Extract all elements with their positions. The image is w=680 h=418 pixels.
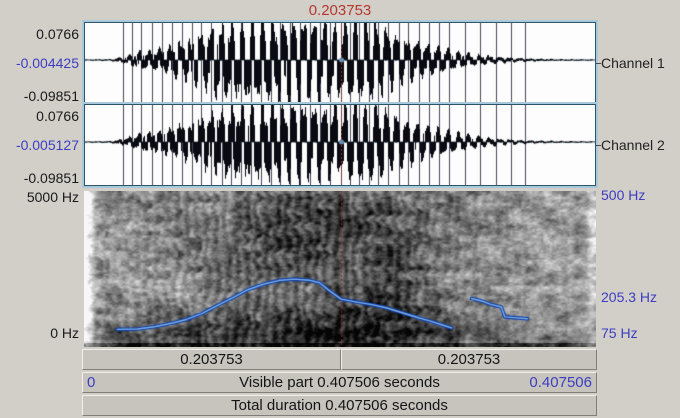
- visible-start-label: 0: [87, 374, 96, 391]
- channel-1-tick: [596, 63, 601, 64]
- total-duration-label: Total duration 0.407506 seconds: [231, 397, 448, 414]
- selection-right-duration-bar[interactable]: 0.203753: [341, 349, 597, 370]
- ch2-amplitude-max-label: 0.0766: [36, 108, 79, 124]
- ch1-amplitude-max-label: 0.0766: [36, 26, 79, 42]
- visible-end-label: 0.407506: [529, 374, 592, 391]
- ch2-amplitude-min-label: -0.09851: [23, 170, 79, 186]
- visible-part-bar[interactable]: 0 Visible part 0.407506 seconds 0.407506: [82, 372, 597, 393]
- pitch-max-label: 500 Hz: [601, 187, 646, 203]
- pitch-cursor-label: 205.3 Hz: [601, 289, 658, 305]
- channel-2-tick: [596, 145, 601, 146]
- spectrogram-canvas[interactable]: [84, 191, 596, 347]
- channel-1-label: Channel 1: [601, 55, 665, 71]
- channel-2-waveform-panel[interactable]: [82, 102, 598, 188]
- channel-2-waveform-canvas[interactable]: [85, 105, 595, 185]
- cursor-time-label: 0.203753: [308, 2, 372, 19]
- selection-left-duration-bar[interactable]: 0.203753: [82, 349, 341, 370]
- spectrogram-min-freq-label: 0 Hz: [50, 325, 79, 341]
- selection-left-duration-label: 0.203753: [180, 351, 243, 368]
- channel-1-waveform-canvas[interactable]: [85, 23, 595, 103]
- spectrogram-max-freq-label: 5000 Hz: [26, 189, 79, 205]
- channel-2-label: Channel 2: [601, 137, 665, 153]
- spectrogram-panel[interactable]: [84, 191, 596, 347]
- visible-part-label: Visible part 0.407506 seconds: [239, 374, 440, 391]
- ch1-cursor-value-label: -0.004425: [15, 55, 79, 71]
- channel-1-waveform-panel[interactable]: [82, 20, 598, 106]
- pitch-min-label: 75 Hz: [601, 325, 638, 341]
- selection-right-duration-label: 0.203753: [437, 351, 501, 368]
- ch2-cursor-value-label: -0.005127: [15, 137, 79, 153]
- ch1-amplitude-min-label: -0.09851: [23, 88, 79, 104]
- total-duration-bar[interactable]: Total duration 0.407506 seconds: [82, 395, 597, 416]
